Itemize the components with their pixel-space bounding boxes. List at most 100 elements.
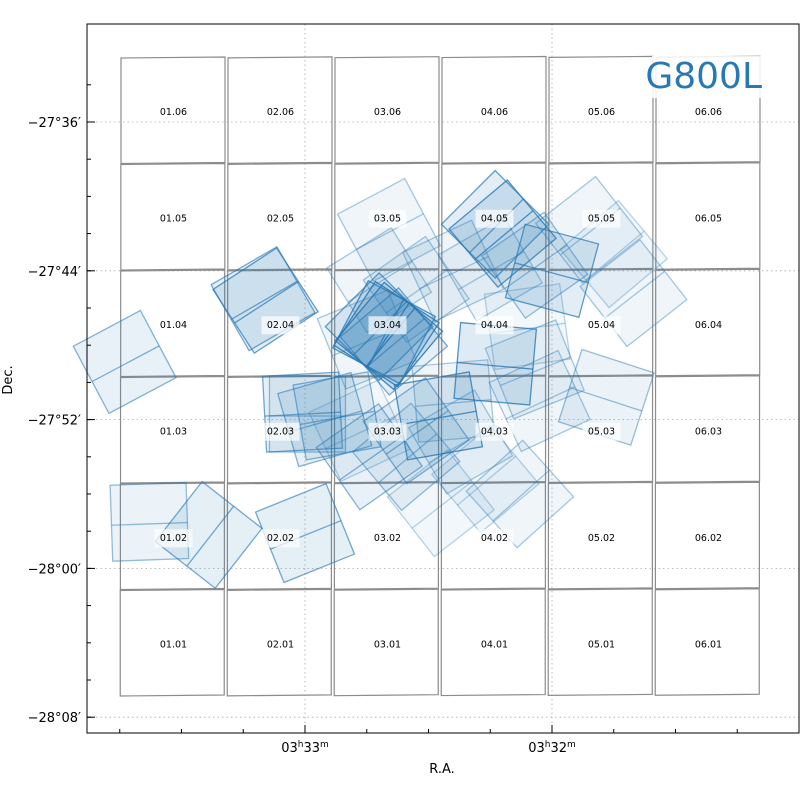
pointing-footprint	[504, 223, 600, 319]
tile-label: 05.06	[588, 107, 615, 118]
pointing-footprint	[488, 349, 592, 453]
tile-label: 05.02	[588, 533, 615, 544]
y-tick-label: −27°52′	[28, 414, 81, 429]
pointing-footprint	[465, 439, 575, 549]
tile-label-bg	[582, 635, 621, 654]
tile-label-bg	[475, 635, 514, 654]
chip-gap	[499, 356, 571, 387]
tile-06.03	[654, 375, 761, 483]
tile-label: 06.04	[695, 320, 722, 331]
tile-label-bg	[261, 635, 300, 654]
chip-gap	[111, 521, 188, 526]
tile-01.04	[120, 269, 226, 378]
tile-01.03	[119, 375, 226, 484]
tile-label: 05.01	[588, 639, 615, 650]
tile-04.05	[441, 162, 547, 271]
footprint-outline	[72, 309, 177, 415]
tile-label-bg	[261, 209, 300, 228]
tile-label: 04.04	[481, 320, 508, 331]
tile-label: 01.06	[160, 107, 187, 118]
pointing-footprint	[325, 226, 433, 334]
chip-gap	[378, 433, 438, 484]
footprint-outline	[362, 376, 470, 485]
pointing-footprint	[210, 245, 316, 352]
x-tick-label: 03h32m	[528, 740, 576, 756]
footprint-outline	[254, 482, 356, 584]
footprint-outline	[465, 439, 575, 549]
tile-label-bg	[475, 422, 514, 441]
tile-label: 02.04	[267, 320, 294, 331]
chip-gap	[419, 255, 489, 290]
chip-gap	[585, 230, 645, 281]
pointing-footprint	[362, 376, 470, 485]
pointing-footprint	[254, 482, 356, 584]
tile-label-bg	[154, 209, 193, 228]
footprint-outline	[393, 371, 484, 461]
tile-label-bg	[689, 422, 728, 441]
tile-02.03	[226, 375, 333, 484]
tile-label: 06.06	[695, 107, 722, 118]
tile-label: 03.05	[374, 213, 401, 224]
tile-label-bg	[368, 209, 407, 228]
tile-label-bg	[154, 529, 193, 548]
tile-label: 06.02	[695, 533, 722, 544]
tile-label: 04.05	[481, 213, 508, 224]
tile-label: 04.03	[481, 426, 508, 437]
tile-label-bg	[368, 103, 407, 122]
tile-label: 01.04	[160, 320, 187, 331]
chip-gap	[338, 436, 402, 481]
tile-04.03	[440, 375, 547, 484]
tile-03.05	[334, 162, 440, 271]
pointing-footprint	[72, 309, 177, 415]
tile-label: 02.06	[267, 107, 294, 118]
chip-gap	[457, 361, 533, 370]
tile-03.02	[333, 482, 439, 590]
tile-label-bg	[689, 209, 728, 228]
tile-04.06	[441, 55, 547, 164]
tile-label: 02.02	[267, 533, 294, 544]
y-tick-label: −27°44′	[28, 265, 81, 280]
tile-label: 02.03	[267, 426, 294, 437]
tile-05.01	[547, 588, 653, 696]
tile-label: 06.05	[695, 213, 722, 224]
pointing-footprint	[430, 424, 540, 534]
tile-06.04	[655, 268, 761, 377]
tile-02.05	[227, 162, 333, 271]
tile-label-bg	[582, 316, 621, 335]
tile-01.01	[119, 588, 225, 697]
pointing-footprint	[154, 480, 263, 590]
tile-label-bg	[261, 529, 300, 548]
pointing-footprint	[336, 177, 442, 283]
tile-05.02	[547, 481, 653, 590]
chip-gap	[365, 307, 416, 367]
footprint-outline	[210, 245, 316, 352]
footprint-outline	[339, 287, 449, 396]
tile-label: 05.03	[588, 426, 615, 437]
footprint-outline	[386, 449, 496, 558]
tile-02.06	[227, 56, 333, 164]
chip-gap	[514, 262, 589, 284]
tile-label-bg	[154, 635, 193, 654]
chip-gap	[234, 280, 299, 324]
tile-label: 06.01	[695, 639, 722, 650]
tile-label: 03.06	[374, 107, 401, 118]
tile-label-bg	[689, 529, 728, 548]
x-axis-label: R.A.	[429, 762, 455, 777]
chip-gap	[186, 505, 235, 567]
footprint-outline	[484, 319, 586, 420]
tile-06.02	[654, 481, 760, 590]
footprint-outline	[480, 211, 589, 320]
pointing-footprint	[339, 287, 449, 396]
tile-02.02	[226, 482, 332, 590]
chip-gap	[604, 270, 666, 319]
tile-label-bg	[261, 103, 300, 122]
tile-04.04	[441, 268, 547, 377]
pointing-footprint	[484, 319, 586, 420]
tile-label-bg	[582, 422, 621, 441]
tile-label: 05.05	[588, 213, 615, 224]
chip-gap	[458, 251, 525, 291]
tile-label: 01.05	[160, 213, 187, 224]
footprint-outline	[154, 480, 263, 590]
tile-label: 03.04	[374, 320, 401, 331]
